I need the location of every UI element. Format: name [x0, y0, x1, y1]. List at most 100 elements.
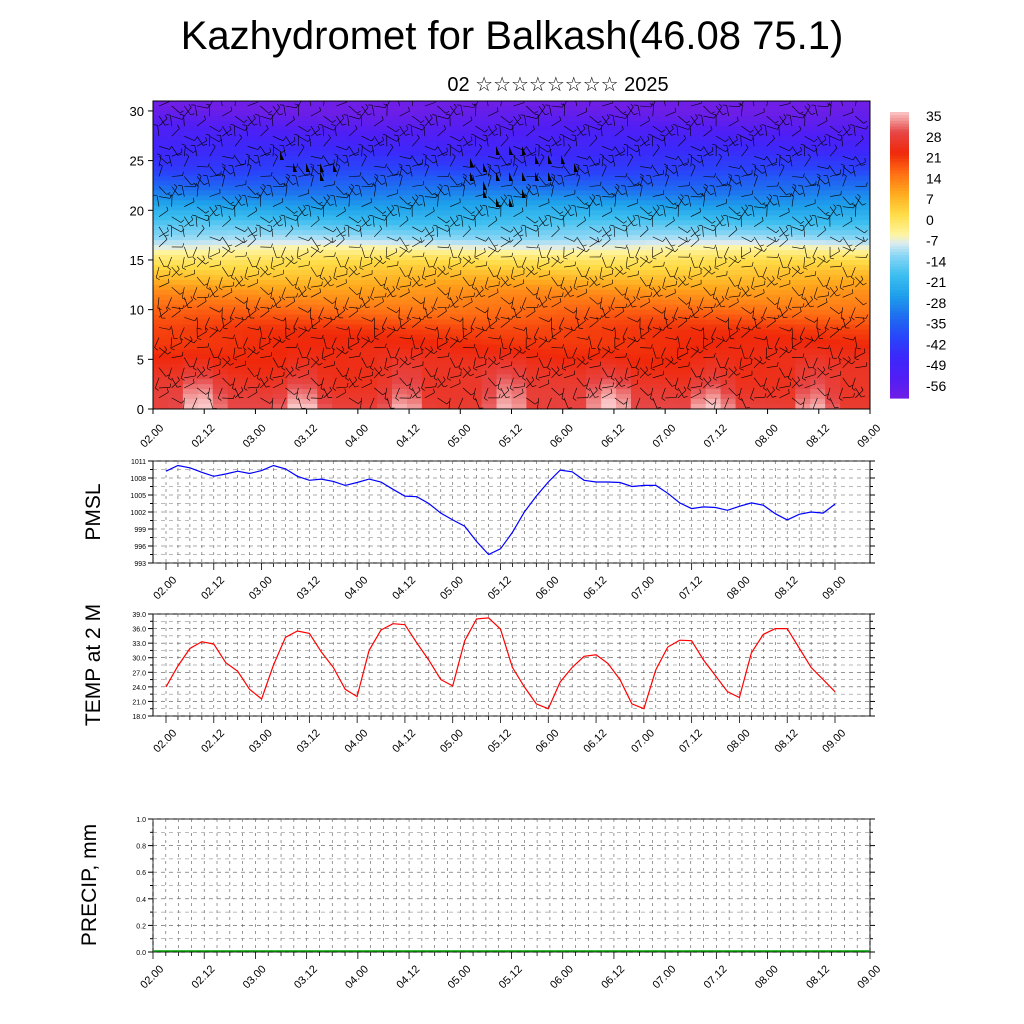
heatmap-cell — [511, 120, 528, 127]
wind-barb-flag — [359, 172, 362, 177]
heatmap-cell — [586, 274, 602, 281]
wind-barb — [513, 367, 520, 378]
wind-barb — [247, 347, 257, 355]
heatmap-cell — [242, 269, 259, 276]
heatmap-cell — [660, 384, 677, 390]
heatmap-cell — [750, 324, 767, 331]
heatmap-cell — [780, 404, 796, 409]
wind-barb-flag — [551, 173, 556, 177]
heatmap-cell — [705, 250, 722, 256]
wind-barb — [499, 125, 502, 137]
heatmap-cell — [810, 259, 826, 266]
heatmap-cell — [616, 135, 632, 142]
heatmap-cell — [436, 140, 453, 147]
wind-barb — [561, 175, 565, 187]
wind-barb — [513, 349, 522, 358]
heatmap-cell — [466, 200, 483, 206]
heatmap-cell — [167, 359, 184, 365]
heatmap-cell — [167, 255, 184, 261]
heatmap-cell — [571, 364, 587, 370]
wind-barb — [551, 259, 560, 268]
wind-barb — [487, 175, 492, 187]
wind-barb — [323, 387, 329, 398]
wind-barb — [424, 327, 436, 331]
wind-barb — [371, 145, 375, 157]
heatmap-cell — [675, 334, 692, 341]
heatmap-cell — [690, 255, 707, 261]
heatmap-cell — [660, 314, 677, 321]
wind-barb — [473, 357, 476, 369]
wind-barb-flag — [582, 244, 587, 247]
heatmap-cell — [197, 264, 214, 271]
heatmap-cell — [750, 364, 767, 370]
wind-barb-flag — [192, 407, 195, 409]
wind-barb-flag — [345, 377, 350, 381]
wind-barb-flag — [444, 193, 449, 196]
heatmap-cell — [153, 359, 169, 365]
heatmap-cell — [392, 130, 408, 137]
heatmap-cell — [526, 329, 542, 336]
heatmap-cell — [421, 404, 438, 409]
heatmap-cell — [840, 225, 856, 231]
heatmap-cell — [377, 210, 393, 216]
heatmap-cell — [481, 110, 498, 117]
heatmap-cell — [392, 289, 408, 296]
heatmap-cell — [855, 334, 870, 341]
wind-barb-flag — [587, 155, 590, 160]
wind-barb-flag — [468, 255, 471, 260]
heatmap-cell — [182, 190, 199, 196]
wind-barb-flag — [165, 123, 169, 126]
heatmap-cell — [511, 215, 528, 221]
heatmap-cell — [347, 299, 363, 306]
wind-barb — [433, 256, 438, 268]
wind-barb-flag — [307, 309, 311, 313]
wind-barb — [412, 365, 423, 368]
heatmap-cell — [257, 125, 274, 132]
wind-barb — [336, 166, 341, 177]
wind-barb-flag — [292, 283, 297, 286]
heatmap-cell — [556, 264, 572, 271]
heatmap-cell — [406, 110, 423, 117]
heatmap-cell — [735, 230, 752, 236]
wind-barb — [551, 120, 561, 127]
wind-barb — [247, 386, 259, 389]
heatmap-cell — [705, 240, 722, 246]
wind-barb — [424, 307, 429, 318]
heatmap-cell — [481, 354, 498, 360]
heatmap-cell — [586, 354, 602, 360]
heatmap-cell — [212, 110, 229, 117]
heatmap-cell — [825, 339, 841, 346]
heatmap-cell — [317, 259, 333, 266]
heatmap-cell — [272, 309, 289, 316]
heatmap-cell — [705, 145, 722, 152]
heatmap-cell — [182, 250, 199, 256]
wind-barb-flag — [484, 287, 489, 291]
heatmap-cell — [586, 289, 602, 296]
wind-barb-flag — [548, 258, 550, 263]
heatmap-cell — [571, 274, 587, 281]
heatmap-cell — [406, 334, 423, 341]
heatmap-cell — [825, 284, 841, 291]
wind-barb-flag — [203, 115, 206, 120]
wind-barb — [245, 297, 248, 309]
heatmap-cell — [466, 319, 483, 326]
wind-barb-flag — [202, 366, 205, 371]
heatmap-cell — [810, 165, 826, 172]
heatmap-cell — [601, 145, 617, 152]
wind-barb-flag — [393, 326, 396, 331]
wind-barb — [458, 397, 464, 409]
heatmap-cell — [750, 120, 767, 127]
heatmap-cell — [377, 354, 393, 360]
heatmap-cell — [631, 195, 647, 201]
heatmap-cell — [616, 259, 632, 266]
heatmap-cell — [556, 200, 572, 206]
heatmap-cell — [317, 120, 333, 127]
heatmap-cell — [616, 180, 632, 187]
heatmap-cell — [332, 269, 348, 276]
heatmap-cell — [601, 324, 617, 331]
heatmap-cell — [765, 334, 781, 341]
heatmap-cell — [466, 155, 483, 162]
wind-barb — [348, 186, 355, 197]
wind-barb-flag — [350, 183, 355, 188]
heatmap-cell — [541, 115, 557, 122]
